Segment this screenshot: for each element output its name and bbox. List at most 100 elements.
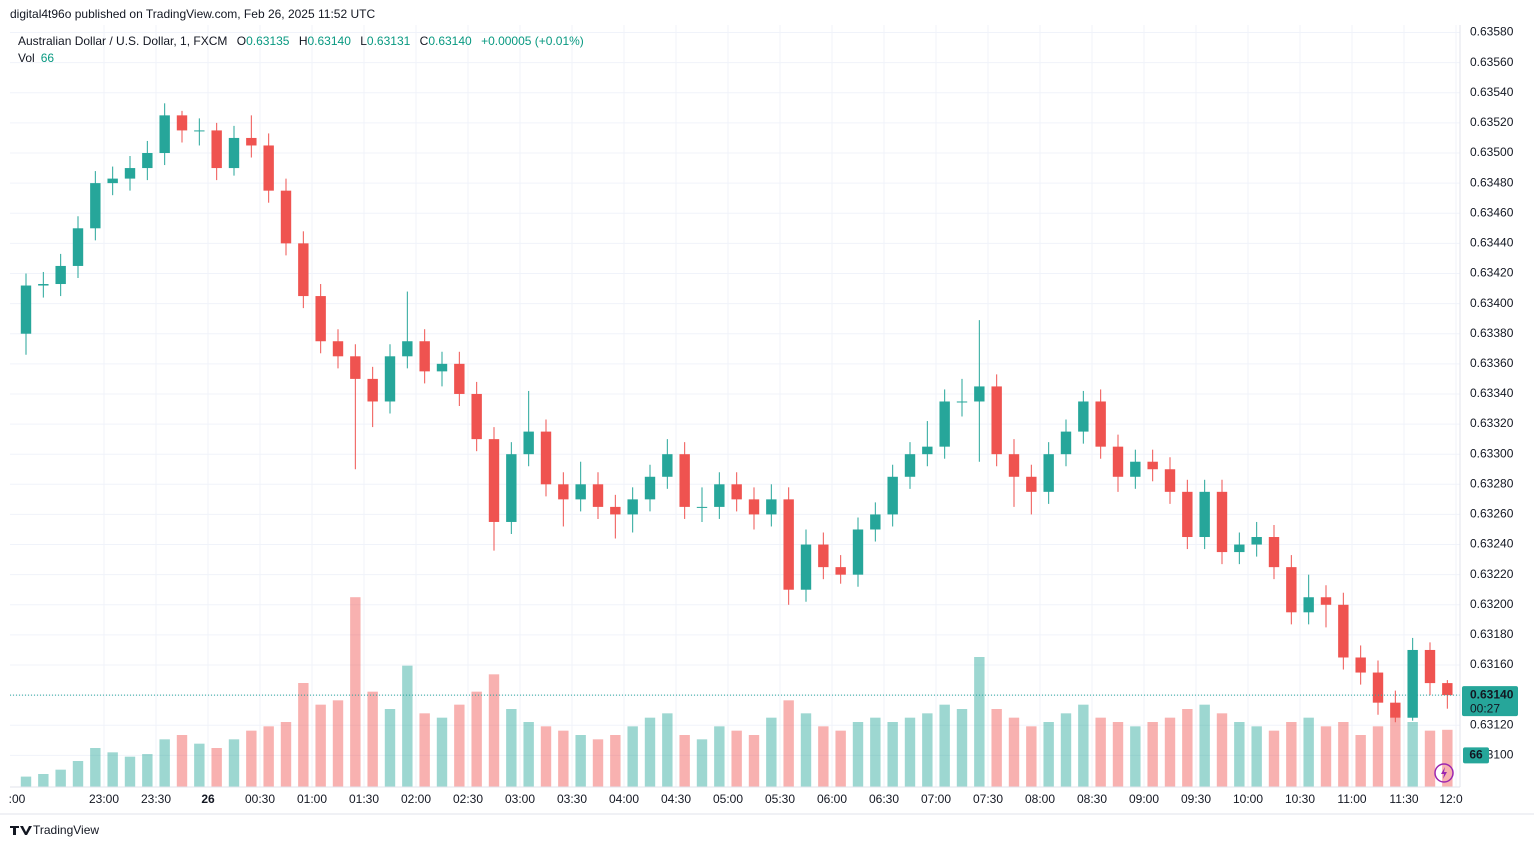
x-tick-label: 10:00 [1233,792,1263,806]
x-tick-label: 11:30 [1389,792,1418,806]
volume-bar [644,717,656,787]
volume-bar [142,754,153,787]
volume-bar [1026,726,1037,787]
x-tick-label: 06:30 [869,792,899,806]
y-tick-label: 0.63180 [1470,627,1514,641]
volume-bar [506,709,517,787]
y-tick-label: 0.63200 [1470,597,1514,611]
volume-bar [176,735,188,787]
candle-body [991,386,1002,455]
candle-body [1407,649,1418,718]
candle-body [55,265,66,285]
volume-bar [246,730,257,787]
volume-bar [1112,722,1124,787]
volume-bar [1372,726,1384,787]
y-tick-label: 0.63400 [1470,296,1514,310]
candle-body [1268,537,1280,568]
volume-bar [818,726,829,787]
candle-body [592,484,604,507]
candle-body [38,284,49,286]
volume-bar [1407,722,1418,787]
ohlc-label: C [420,34,429,48]
ohlc-label: H [299,34,308,48]
x-tick-label: 00:30 [245,792,275,806]
volume-legend: Vol 66 [18,51,54,65]
volume-bar [419,713,430,787]
y-tick-label: 0.63120 [1470,717,1514,731]
volume-bar [298,683,309,787]
candle-body [1182,491,1193,538]
published-note: digital4t96o published on TradingView.co… [10,7,375,21]
volume-bar [1216,713,1228,787]
candle-body [384,356,396,402]
candle-body [1251,537,1262,545]
volume-bar [1043,722,1054,787]
x-tick-label: 23:30 [141,792,171,806]
volume-bar [1286,722,1297,787]
candle-body [1355,657,1366,673]
candle-body [523,431,534,455]
countdown-label: 00:27 [1470,701,1500,715]
candle-body [1060,431,1072,455]
axes: 0.631000.631200.631400.631600.631800.632… [9,25,1518,806]
y-tick-label: 0.63480 [1470,175,1514,189]
x-tick-label: 10:30 [1285,792,1315,806]
candle-body [454,363,465,394]
candle-body [610,506,621,515]
x-tick-label: 09:30 [1181,792,1211,806]
x-tick-label: 05:30 [765,792,795,806]
y-tick-label: 0.63240 [1470,537,1514,551]
vol-label: Vol [18,51,35,65]
candle-body [72,228,84,266]
candle-body [766,499,777,515]
candle-body [1390,702,1401,718]
ohlc-label: L [360,34,367,48]
x-tick-label: 08:00 [1025,792,1055,806]
y-tick-label: 0.63520 [1470,115,1514,129]
candle-body [748,499,760,515]
y-tick-label: 0.63460 [1470,205,1514,219]
volume-bar [350,597,361,787]
candle-body [870,514,881,530]
volume-bar [454,704,465,787]
volume-bar [731,730,742,787]
candle-body [1442,683,1453,696]
x-tick-label: 11:00 [1337,792,1366,806]
volume-bar [1182,709,1193,787]
candle-body [1043,454,1054,492]
x-tick-label: :00 [9,792,26,806]
candle-body [558,484,569,500]
y-tick-label: 0.63540 [1470,85,1514,99]
ohlc-value: 0.63135 [246,34,290,48]
candle-body [1008,454,1020,477]
candle-body [1303,597,1314,613]
volume-bar [124,756,136,787]
replay-icon-bolt [1441,767,1447,779]
volume-bar [228,739,240,787]
volume-bar [20,776,32,787]
candle-body [332,341,344,357]
y-tick-label: 0.63380 [1470,326,1514,340]
tv-logo [10,826,32,835]
volume-bar [1442,729,1453,787]
volume-bar [159,739,170,787]
volume-bar [436,717,448,787]
volume-bar [904,717,916,787]
candle-body [488,439,500,522]
vol-value: 66 [41,51,55,65]
volume-bar [1251,726,1262,787]
y-tick-label: 0.63300 [1470,446,1514,460]
plot-area [10,103,1460,787]
volume-bar [696,739,708,787]
volume-bar [1199,704,1210,787]
volume-bar [1008,717,1020,787]
volume-bar [211,748,222,787]
x-tick-label: 04:30 [661,792,691,806]
ohlc-value: 0.63140 [428,34,472,48]
volume-bar [402,665,413,787]
replay-icon[interactable] [1434,763,1454,783]
volume-bar [1130,726,1141,787]
x-tick-label: 09:00 [1129,792,1159,806]
volume-bar [263,726,274,787]
